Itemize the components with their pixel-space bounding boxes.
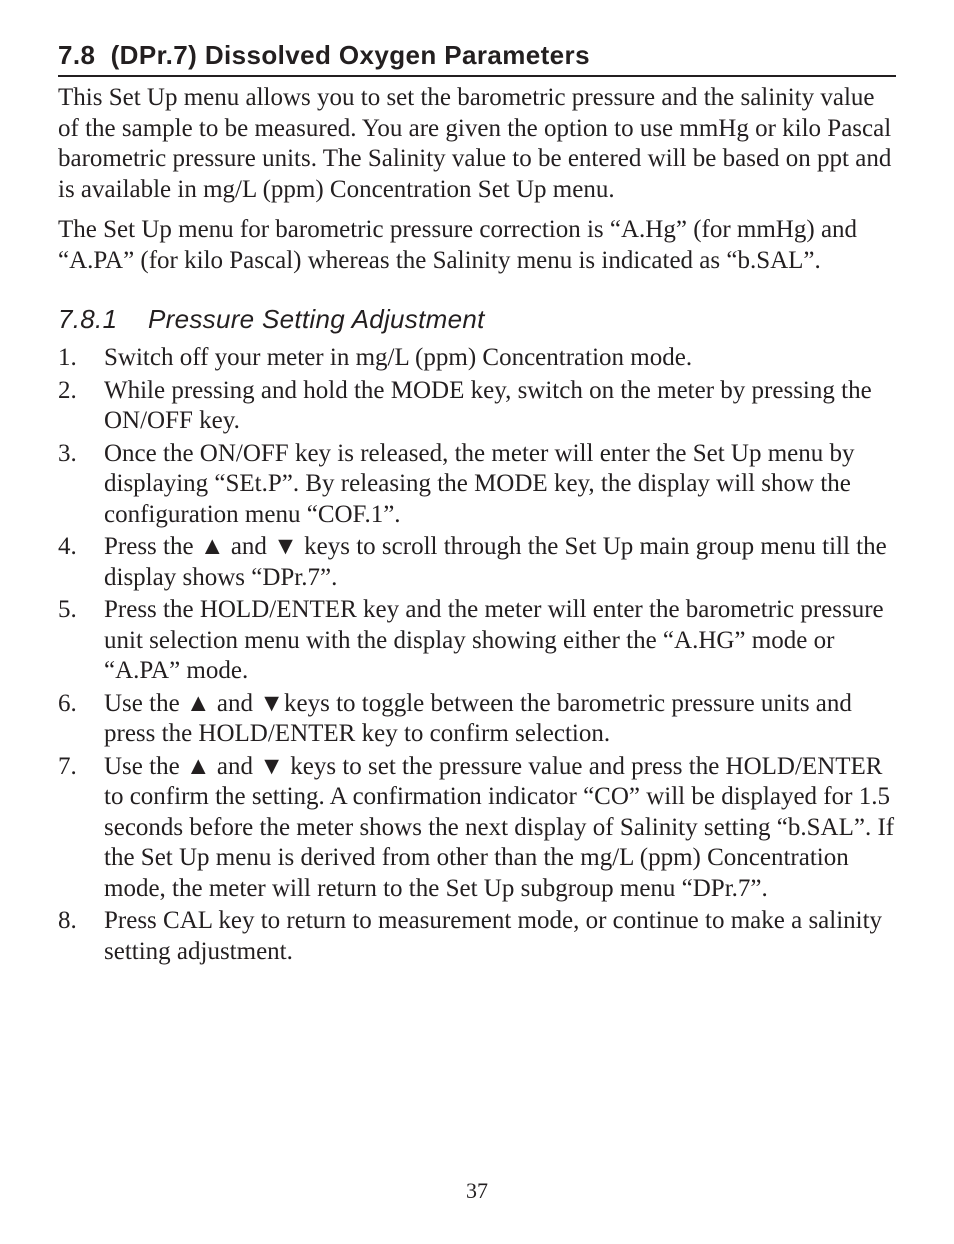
section-title: Dissolved Oxygen Parameters — [205, 40, 590, 70]
subsection-title: Pressure Setting Adjustment — [148, 304, 485, 334]
step-marker: 5. — [58, 595, 104, 626]
subsection-heading: 7.8.1Pressure Setting Adjustment — [58, 304, 896, 335]
steps-list: 1. Switch off your meter in mg/L (ppm) C… — [58, 343, 896, 967]
section-heading: 7.8 (DPr.7) Dissolved Oxygen Parameters — [58, 40, 896, 77]
step-text: Press the HOLD/ENTER key and the meter w… — [104, 595, 896, 687]
step-marker: 6. — [58, 689, 104, 720]
step-text: Switch off your meter in mg/L (ppm) Conc… — [104, 343, 896, 374]
step-marker: 1. — [58, 343, 104, 374]
step-text: Use the ▲ and ▼keys to toggle between th… — [104, 689, 896, 750]
section-code: (DPr.7) — [111, 40, 198, 70]
step-text: Once the ON/OFF key is released, the met… — [104, 439, 896, 531]
page: 7.8 (DPr.7) Dissolved Oxygen Parameters … — [0, 0, 954, 1244]
page-number: 37 — [0, 1178, 954, 1204]
list-item: 3. Once the ON/OFF key is released, the … — [58, 439, 896, 531]
list-item: 7. Use the ▲ and ▼ keys to set the press… — [58, 752, 896, 905]
intro-paragraph-2: The Set Up menu for barometric pressure … — [58, 215, 896, 276]
step-marker: 2. — [58, 376, 104, 407]
step-text: Use the ▲ and ▼ keys to set the pressure… — [104, 752, 896, 905]
step-marker: 3. — [58, 439, 104, 470]
list-item: 6. Use the ▲ and ▼keys to toggle between… — [58, 689, 896, 750]
step-marker: 4. — [58, 532, 104, 563]
list-item: 4. Press the ▲ and ▼ keys to scroll thro… — [58, 532, 896, 593]
section-number: 7.8 — [58, 40, 95, 70]
list-item: 8. Press CAL key to return to measuremen… — [58, 906, 896, 967]
step-text: Press the ▲ and ▼ keys to scroll through… — [104, 532, 896, 593]
list-item: 1. Switch off your meter in mg/L (ppm) C… — [58, 343, 896, 374]
step-text: While pressing and hold the MODE key, sw… — [104, 376, 896, 437]
list-item: 5. Press the HOLD/ENTER key and the mete… — [58, 595, 896, 687]
step-marker: 7. — [58, 752, 104, 783]
step-text: Press CAL key to return to measurement m… — [104, 906, 896, 967]
intro-paragraph-1: This Set Up menu allows you to set the b… — [58, 83, 896, 205]
list-item: 2. While pressing and hold the MODE key,… — [58, 376, 896, 437]
step-marker: 8. — [58, 906, 104, 937]
subsection-number: 7.8.1 — [58, 304, 148, 335]
